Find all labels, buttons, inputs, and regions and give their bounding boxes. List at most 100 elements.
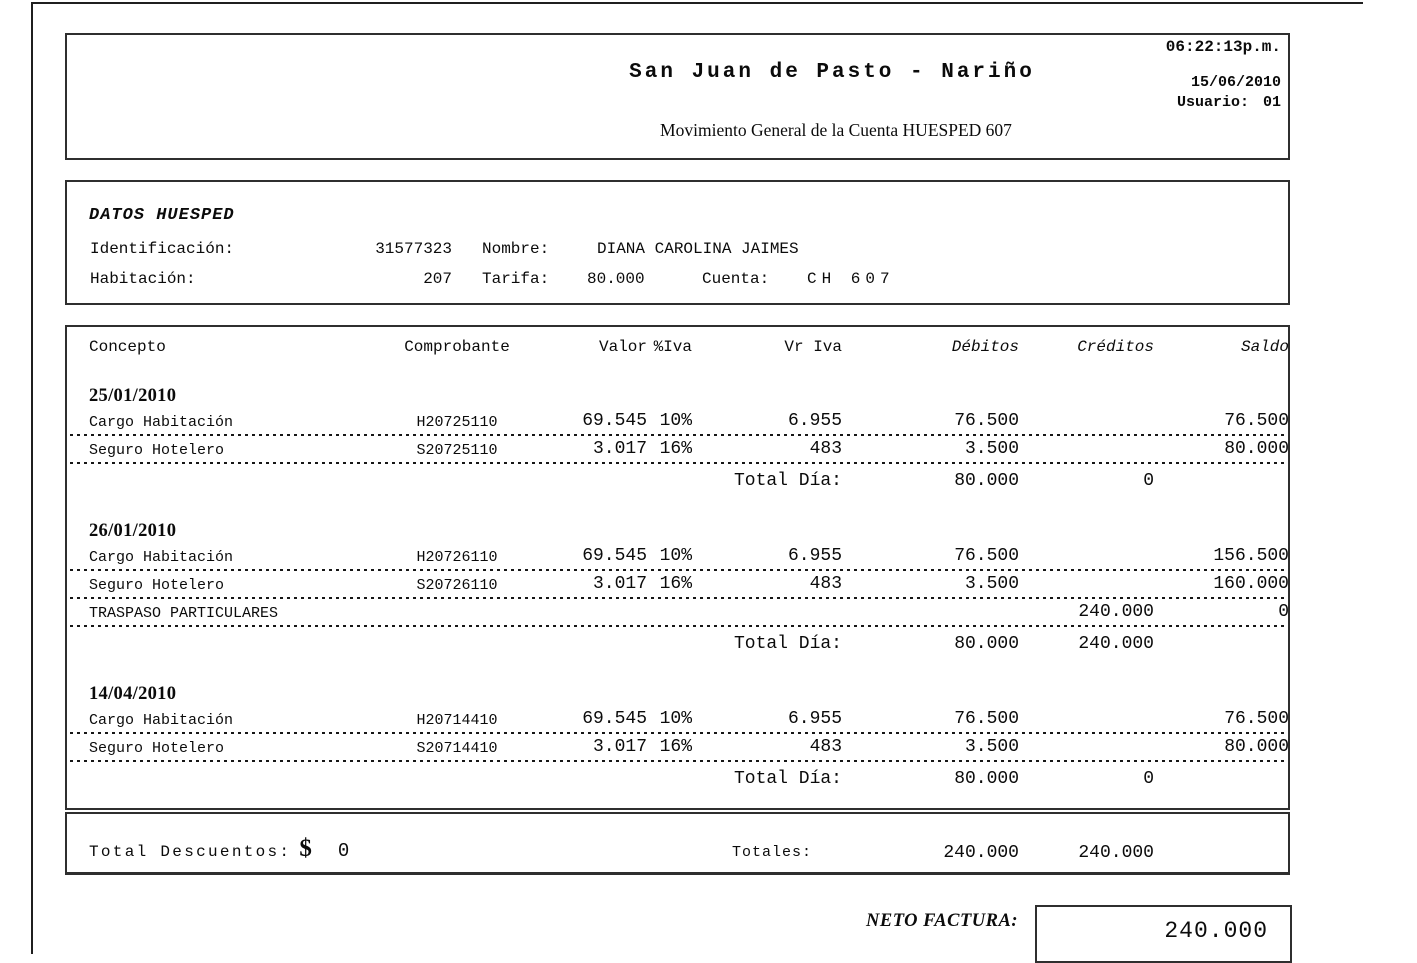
report-date: 15/06/2010 xyxy=(1190,74,1281,91)
cell-debitos xyxy=(842,603,1019,622)
cell-iva: 16% xyxy=(659,574,692,595)
total-day-row: Total Día: 80.000 240.000 xyxy=(67,633,1288,654)
table-row: Seguro Hotelero S20726110 3.017 16% 483 3.500… xyxy=(67,573,1288,594)
cell-valor: 69.545 xyxy=(582,546,647,567)
report-title: San Juan de Pasto - Nariño xyxy=(629,61,1035,84)
discounts-row: Total Descuentos: $ 0 Totales: xyxy=(89,835,842,863)
guest-id-label: Identificación: xyxy=(90,240,235,258)
header-comprobante: Comprobante xyxy=(404,338,510,357)
total-day-debitos: 80.000 xyxy=(954,769,1019,790)
cell-creditos: 240.000 xyxy=(1078,602,1154,623)
group-date-header: 14/04/2010 xyxy=(89,684,177,704)
row-separator xyxy=(70,625,1285,627)
transaction-group: 25/01/2010 Cargo Habitación H20725110 69.54… xyxy=(67,386,1288,491)
neto-factura-row: NETO FACTURA: 240.000 xyxy=(65,905,1292,963)
row-separator xyxy=(70,732,1285,734)
cell-comprobante: S20714410 xyxy=(416,740,498,758)
report-user: Usuario: 01 xyxy=(1177,94,1281,111)
row-separator xyxy=(70,434,1285,436)
cell-valor: 69.545 xyxy=(582,411,647,432)
discounts-value: 0 xyxy=(337,840,350,862)
total-day-saldo-empty xyxy=(1154,770,1288,789)
cell-creditos xyxy=(1019,738,1154,757)
total-day-debitos: 80.000 xyxy=(954,634,1019,655)
cell-concepto: TRASPASO PARTICULARES xyxy=(89,605,279,623)
currency-symbol: $ xyxy=(299,835,312,862)
guest-name-value: DIANA CAROLINA JAIMES xyxy=(597,240,799,258)
cell-saldo: 80.000 xyxy=(1224,439,1289,460)
cell-concepto: Cargo Habitación xyxy=(89,549,234,567)
guest-room-value: 207 xyxy=(423,270,452,288)
table-row: TRASPASO PARTICULARES 240.000 0 xyxy=(67,601,1288,622)
cell-creditos xyxy=(1019,547,1154,566)
cell-comprobante: S20726110 xyxy=(416,577,498,595)
header-iva: %Iva xyxy=(653,338,692,357)
cell-debitos: 3.500 xyxy=(964,439,1019,460)
transaction-group: 26/01/2010 Cargo Habitación H20726110 69.54… xyxy=(67,521,1288,654)
cell-vr_iva xyxy=(692,603,842,622)
guest-room-label: Habitación: xyxy=(90,270,196,288)
group-date-header: 25/01/2010 xyxy=(89,386,177,406)
group-date-header: 26/01/2010 xyxy=(89,521,177,541)
cell-valor: 3.017 xyxy=(592,574,647,595)
table-row: Cargo Habitación H20714410 69.545 10% 6.955 7… xyxy=(67,708,1288,729)
cell-iva: 16% xyxy=(659,737,692,758)
cell-saldo: 80.000 xyxy=(1224,737,1289,758)
cell-creditos xyxy=(1019,710,1154,729)
page-frame xyxy=(31,2,1363,954)
cell-concepto: Cargo Habitación xyxy=(89,414,234,432)
cell-iva: 10% xyxy=(659,709,692,730)
guest-id-value: 31577323 xyxy=(375,240,452,258)
total-day-creditos: 0 xyxy=(1143,769,1154,790)
cell-creditos xyxy=(1019,440,1154,459)
total-day-label: Total Día: xyxy=(733,769,842,790)
cell-comprobante: H20725110 xyxy=(416,414,498,432)
table-row: Cargo Habitación H20725110 69.545 10% 6.955 7… xyxy=(67,410,1288,431)
cell-debitos: 3.500 xyxy=(964,574,1019,595)
table-header-row: Concepto Comprobante Valor %Iva Vr Iva D… xyxy=(67,335,1288,356)
cell-valor xyxy=(537,603,647,622)
neto-factura-value: 240.000 xyxy=(1164,918,1268,944)
cell-debitos: 76.500 xyxy=(954,709,1019,730)
guest-account-value: CH 607 xyxy=(807,270,895,288)
cell-concepto: Seguro Hotelero xyxy=(89,740,225,758)
cell-saldo: 76.500 xyxy=(1224,709,1289,730)
cell-iva: 16% xyxy=(659,439,692,460)
cell-valor: 3.017 xyxy=(592,737,647,758)
total-day-row: Total Día: 80.000 0 xyxy=(67,470,1288,491)
cell-concepto: Seguro Hotelero xyxy=(89,577,225,595)
cell-valor: 3.017 xyxy=(592,439,647,460)
guest-section-title: DATOS HUESPED xyxy=(89,206,235,225)
neto-factura-box: 240.000 xyxy=(1035,905,1292,963)
header-concepto: Concepto xyxy=(89,338,166,357)
cell-saldo: 156.500 xyxy=(1213,546,1289,567)
report-subtitle: Movimiento General de la Cuenta HUESPED … xyxy=(660,120,1012,140)
total-day-row: Total Día: 80.000 0 xyxy=(67,768,1288,789)
total-day-creditos: 0 xyxy=(1143,471,1154,492)
cell-debitos: 76.500 xyxy=(954,411,1019,432)
table-row: Cargo Habitación H20726110 69.545 10% 6.955 7… xyxy=(67,545,1288,566)
transaction-groups: 25/01/2010 Cargo Habitación H20725110 69.54… xyxy=(67,386,1288,789)
cell-vr_iva: 483 xyxy=(809,574,842,595)
total-day-saldo-empty xyxy=(1154,635,1288,654)
movements-table-box: Concepto Comprobante Valor %Iva Vr Iva D… xyxy=(65,325,1290,810)
cell-creditos xyxy=(1019,412,1154,431)
report-header-box: 06:22:13p.m. San Juan de Pasto - Nariño … xyxy=(65,33,1290,160)
user-value: 01 xyxy=(1262,94,1281,111)
cell-vr_iva: 6.955 xyxy=(787,411,842,432)
cell-debitos: 76.500 xyxy=(954,546,1019,567)
transaction-group: 14/04/2010 Cargo Habitación H20714410 69.54… xyxy=(67,684,1288,789)
cell-saldo: 76.500 xyxy=(1224,411,1289,432)
row-separator xyxy=(70,569,1285,571)
total-day-label: Total Día: xyxy=(733,634,842,655)
cell-vr_iva: 6.955 xyxy=(787,546,842,567)
cell-concepto: Cargo Habitación xyxy=(89,712,234,730)
neto-factura-label: NETO FACTURA: xyxy=(866,911,1018,931)
total-day-creditos: 240.000 xyxy=(1078,634,1154,655)
cell-vr_iva: 483 xyxy=(809,737,842,758)
header-valor: Valor xyxy=(598,338,647,357)
cell-saldo: 160.000 xyxy=(1213,574,1289,595)
cell-iva xyxy=(647,603,692,622)
cell-comprobante xyxy=(377,606,537,622)
